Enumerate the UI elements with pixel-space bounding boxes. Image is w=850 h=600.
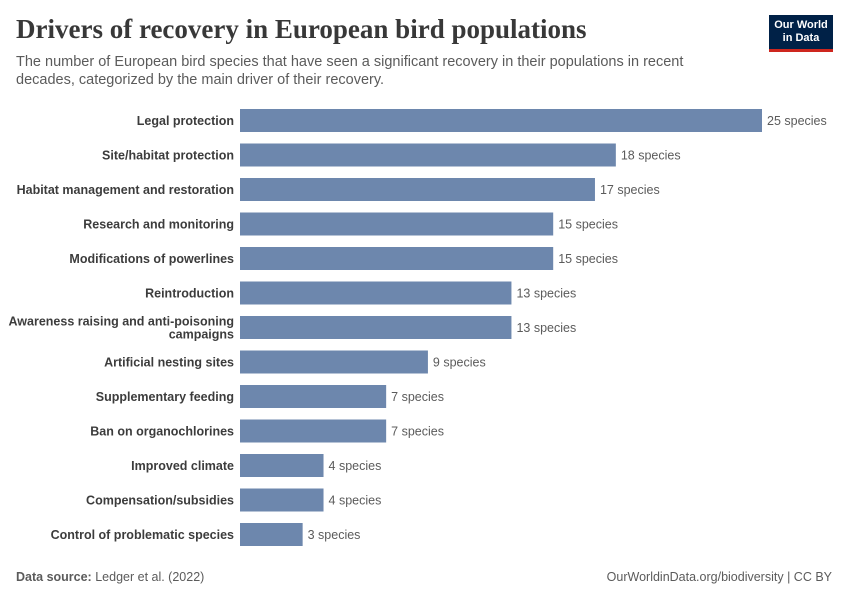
category-label: Habitat management and restoration xyxy=(17,183,234,197)
logo-line-2: in Data xyxy=(782,32,820,44)
value-label: 7 species xyxy=(391,425,444,439)
category-label: Compensation/subsidies xyxy=(86,494,234,508)
category-label: Awareness raising and anti-poisoning camp… xyxy=(8,315,234,342)
value-label: 17 species xyxy=(600,183,660,197)
value-label: 4 species xyxy=(329,494,382,508)
owid-logo[interactable]: Our World in Data xyxy=(769,15,833,52)
category-label: Control of problematic species xyxy=(51,528,234,542)
bar[interactable] xyxy=(240,350,428,374)
bar[interactable] xyxy=(240,523,303,546)
bar[interactable] xyxy=(240,212,554,236)
bar[interactable] xyxy=(240,316,512,339)
value-label: 15 species xyxy=(558,218,618,232)
value-label: 3 species xyxy=(308,528,361,542)
value-label: 18 species xyxy=(621,149,681,163)
value-label: 4 species xyxy=(329,459,382,473)
value-label: 13 species xyxy=(516,321,576,335)
bar[interactable] xyxy=(240,488,324,512)
bar[interactable] xyxy=(240,247,554,270)
data-source-value[interactable]: Ledger et al. (2022) xyxy=(95,570,205,584)
bar[interactable] xyxy=(240,143,616,167)
value-label: 7 species xyxy=(391,390,444,404)
category-label: Improved climate xyxy=(131,459,234,473)
logo-line-1: Our World xyxy=(774,19,828,31)
chart-subtitle: The number of European bird species that… xyxy=(16,54,684,88)
value-label: 13 species xyxy=(516,287,576,301)
data-source: Data source: Ledger et al. (2022) xyxy=(16,570,204,584)
category-label: Artificial nesting sites xyxy=(104,356,234,370)
bar[interactable] xyxy=(240,281,512,305)
value-label: 15 species xyxy=(558,252,618,266)
chart-title: Drivers of recovery in European bird pop… xyxy=(16,14,587,44)
bar[interactable] xyxy=(240,178,595,201)
bar-chart: Legal protection 25 species Site/habitat p… xyxy=(8,109,827,546)
url-license[interactable]: OurWorldinData.org/biodiversity | CC BY xyxy=(606,570,832,584)
category-label: Reintroduction xyxy=(145,287,234,301)
value-label: 25 species xyxy=(767,114,827,128)
data-source-label: Data source: xyxy=(16,570,92,584)
category-label: Ban on organochlorines xyxy=(90,425,234,439)
bar[interactable] xyxy=(240,454,324,477)
bar[interactable] xyxy=(240,385,387,408)
category-label: Legal protection xyxy=(137,114,234,128)
bar[interactable] xyxy=(240,419,387,443)
bar[interactable] xyxy=(240,109,762,132)
category-label: Research and monitoring xyxy=(83,218,234,232)
category-label: Modifications of powerlines xyxy=(69,252,234,266)
value-label: 9 species xyxy=(433,356,486,370)
category-label: Supplementary feeding xyxy=(96,390,234,404)
category-label: Site/habitat protection xyxy=(102,149,234,163)
